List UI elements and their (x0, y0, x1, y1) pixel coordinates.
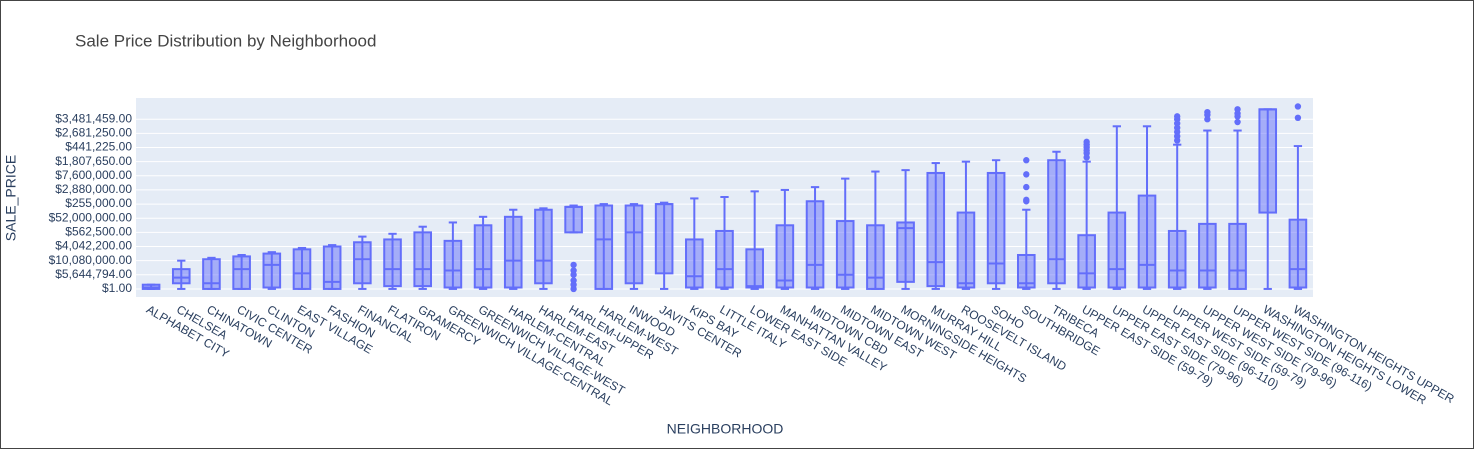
outlier (1294, 103, 1302, 110)
box (1198, 222, 1217, 289)
y-tick-label: $2,880,000.00 (55, 182, 132, 196)
outlier (1294, 114, 1302, 122)
y-tick-label: $562,500.00 (65, 225, 132, 239)
box (1107, 211, 1127, 289)
x-axis-title: NEIGHBORHOOD (667, 421, 784, 437)
box (1047, 159, 1066, 285)
box (745, 248, 764, 289)
box (232, 255, 251, 290)
y-tick-label: $5,644,794.00 (55, 267, 132, 281)
outlier (1023, 157, 1030, 164)
box (624, 204, 644, 285)
box (534, 208, 553, 285)
y-tick-label: $52,000,000.00 (49, 210, 133, 224)
box (353, 241, 372, 285)
box (866, 224, 885, 290)
box (986, 171, 1006, 285)
outlier (1204, 116, 1211, 123)
y-tick-label: $2,681,250.00 (55, 126, 132, 140)
box (805, 200, 825, 289)
chart-title: Sale Price Distribution by Neighborhood (75, 31, 376, 50)
box (473, 224, 493, 289)
box (896, 221, 915, 283)
box (292, 248, 312, 290)
outlier (570, 261, 577, 269)
outlier (1173, 137, 1181, 144)
box (775, 224, 795, 289)
y-tick-label: $4,042,200.00 (55, 239, 132, 253)
outlier (1023, 183, 1030, 191)
box (1016, 253, 1036, 289)
outlier (570, 271, 577, 278)
y-axis-title: SALE_PRICE (3, 155, 19, 241)
box (262, 252, 282, 289)
box (202, 258, 221, 290)
box (956, 211, 976, 289)
box (171, 268, 191, 285)
y-tick-label: $3,481,459.00 (55, 111, 132, 125)
outlier (570, 285, 577, 293)
y-tick-label: $441,225.00 (65, 140, 132, 154)
box (715, 229, 734, 289)
box (835, 220, 855, 289)
box (654, 203, 674, 275)
box (1288, 218, 1308, 289)
box (564, 205, 583, 234)
box (1167, 229, 1187, 289)
outlier (1234, 113, 1241, 120)
y-tick-label: $1.00 (102, 281, 132, 295)
box (322, 245, 342, 290)
outlier (1083, 154, 1090, 161)
box (1258, 108, 1278, 214)
box (1228, 222, 1247, 290)
box (503, 215, 523, 289)
y-tick-label: $1,807,650.00 (55, 154, 132, 168)
y-tick-label: $10,080,000.00 (49, 253, 133, 267)
box (594, 204, 614, 290)
box (413, 231, 433, 288)
box (926, 171, 946, 288)
box (1077, 234, 1096, 289)
outlier (1023, 198, 1030, 205)
box (443, 239, 463, 289)
box (383, 238, 402, 288)
y-tick-label: $7,600,000.00 (55, 168, 132, 182)
box (1137, 194, 1157, 289)
outlier (1023, 171, 1030, 178)
box (685, 238, 704, 289)
outlier (1234, 118, 1241, 126)
y-tick-label: $255,000.00 (65, 196, 132, 210)
